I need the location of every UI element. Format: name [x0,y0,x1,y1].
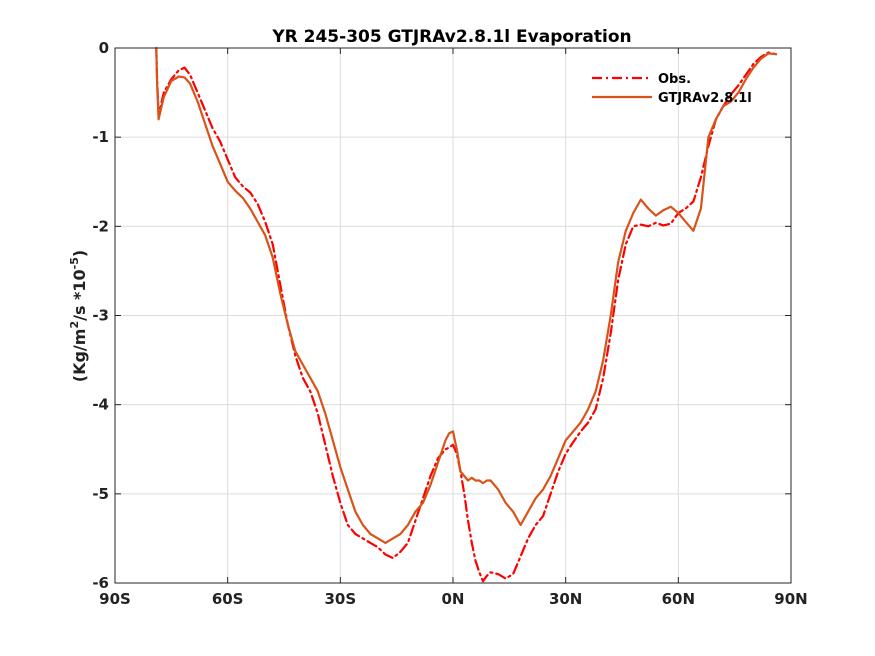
series-line-model [155,46,778,545]
legend: Obs. GTJRAv2.8.1l [592,72,752,106]
x-tick-label: 90N [774,590,807,608]
y-label-mid: /s *10 [70,269,89,321]
x-tick-label: 0N [442,590,465,608]
x-tick-label: 30S [324,590,356,608]
x-tick-label: 90S [99,590,131,608]
y-label-end: ) [70,250,89,257]
axis-ticks: 90S 60S 30S 0N 30N 60N 90N 0 -1 -2 -3 -4 -5 -6 [92,39,807,608]
series-group [155,46,778,583]
y-label-base: (Kg/m [70,329,89,383]
y-tick-label: -1 [92,128,109,146]
y-label-sup2: -5 [68,257,81,269]
x-tick-label: 30N [549,590,582,608]
chart-title: YR 245-305 GTJRAv2.8.1l Evaporation [271,27,631,47]
y-tick-label: -6 [92,574,109,592]
series-line-obs [155,46,778,583]
legend-label: GTJRAv2.8.1l [658,91,752,106]
y-label-sup1: 2 [68,321,81,329]
y-tick-label: -3 [92,307,109,325]
y-tick-label: -4 [92,396,109,414]
y-tick-label: 0 [99,39,109,57]
legend-label: Obs. [658,72,691,87]
y-tick-label: -5 [92,485,109,503]
y-axis-label: (Kg/m2/s *10-5) [68,250,89,382]
x-tick-label: 60N [662,590,695,608]
y-tick-label: -2 [92,217,109,235]
x-tick-label: 60S [212,590,244,608]
